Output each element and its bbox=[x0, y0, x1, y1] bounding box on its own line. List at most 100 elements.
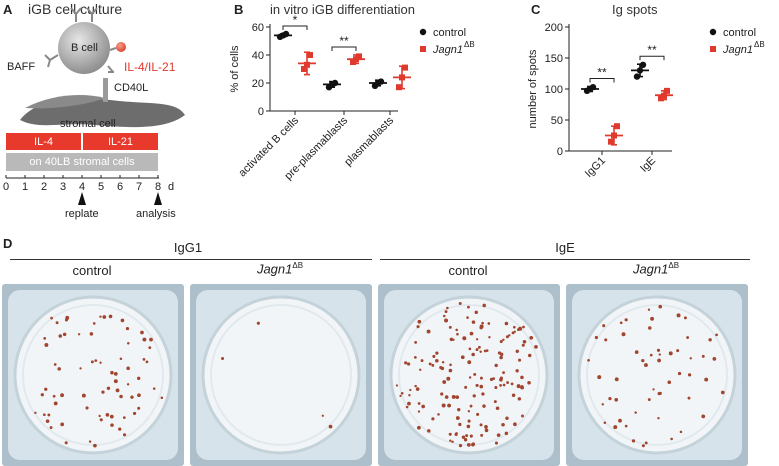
ig-spot bbox=[499, 384, 502, 387]
ig-spot bbox=[511, 331, 515, 335]
ig-spot bbox=[500, 352, 504, 356]
ig-spot bbox=[604, 338, 608, 342]
ig-spot bbox=[428, 362, 432, 366]
ig-spot bbox=[444, 310, 448, 314]
ig-spot bbox=[88, 440, 92, 443]
stromal-label: stromal cell bbox=[60, 118, 116, 130]
y-tick-label: 0 bbox=[557, 146, 563, 158]
ig-spot bbox=[676, 349, 680, 353]
group-ige-line bbox=[380, 259, 750, 260]
ig-spot bbox=[417, 402, 421, 405]
culture-schematic bbox=[5, 7, 185, 205]
ig-spot bbox=[479, 324, 484, 329]
ig-spot bbox=[407, 362, 411, 366]
ig-spot bbox=[494, 441, 498, 445]
legend-marker-knockout bbox=[420, 46, 426, 52]
ig-spot bbox=[113, 379, 118, 384]
group-ige-label: IgE bbox=[555, 240, 575, 255]
y-tick-label: 0 bbox=[258, 106, 264, 118]
ig-spot bbox=[435, 358, 439, 363]
ig-spot bbox=[687, 373, 692, 377]
ig-spot bbox=[79, 367, 82, 370]
ig-spot bbox=[462, 336, 467, 341]
ig-spot bbox=[619, 321, 623, 325]
data-point bbox=[377, 78, 385, 85]
legend-label-sup: ΔB bbox=[754, 40, 765, 49]
ig-spot bbox=[118, 427, 122, 431]
ig-spot bbox=[482, 404, 486, 408]
ig-spot bbox=[119, 357, 123, 360]
panel-c-letter: C bbox=[531, 2, 541, 17]
y-axis-label: % of cells bbox=[229, 45, 241, 93]
ig-spot bbox=[443, 314, 446, 318]
ig-spot bbox=[687, 396, 691, 400]
ig-spot bbox=[518, 326, 523, 331]
ig-spot bbox=[465, 434, 469, 438]
ig-spot bbox=[321, 414, 324, 417]
cd40l-label: CD40L bbox=[114, 82, 149, 94]
ig-spot bbox=[455, 416, 460, 420]
ig-spot bbox=[644, 441, 648, 445]
well-2-label: Jagn1ΔB bbox=[256, 261, 304, 277]
significance-label: * bbox=[293, 13, 298, 27]
ig-spot bbox=[106, 386, 111, 391]
ig-spot bbox=[658, 353, 661, 356]
ig-spot bbox=[452, 338, 455, 341]
chart-c: Ig spots 0 50 100 150 200 number of spots IgG1 I… bbox=[527, 2, 765, 180]
ig-spot bbox=[594, 335, 598, 340]
ig-spot bbox=[44, 343, 49, 347]
ig-spot bbox=[431, 363, 435, 367]
ig-spot bbox=[64, 318, 68, 322]
ig-spot bbox=[414, 340, 418, 344]
ig-spot bbox=[494, 385, 498, 390]
ig-spot bbox=[679, 430, 683, 434]
ig-spot bbox=[43, 336, 47, 340]
ig-spot bbox=[468, 347, 472, 351]
ig-spot bbox=[408, 394, 411, 397]
ig-spot bbox=[518, 358, 522, 362]
ig-spot bbox=[476, 338, 479, 341]
ig-spot bbox=[631, 439, 636, 443]
well-rim bbox=[586, 304, 728, 446]
well-bottom bbox=[201, 295, 361, 455]
timeline-tick-label: 7 bbox=[136, 181, 143, 193]
ig-spot bbox=[444, 318, 449, 323]
well-3-label: control bbox=[448, 263, 488, 278]
ig-spot bbox=[487, 322, 491, 325]
data-point bbox=[614, 123, 620, 130]
ig-spot bbox=[624, 318, 628, 322]
ig-spot bbox=[647, 398, 651, 402]
data-point bbox=[611, 132, 617, 139]
ig-spot bbox=[686, 336, 690, 339]
ig-spot bbox=[704, 377, 709, 382]
ig-spot bbox=[618, 418, 622, 423]
ig-spot bbox=[668, 351, 673, 356]
ig-spot bbox=[513, 422, 517, 427]
ig-spot bbox=[481, 321, 484, 325]
y-tick-label: 50 bbox=[551, 115, 563, 127]
ig-spot bbox=[60, 393, 65, 398]
ig-spot bbox=[521, 414, 524, 418]
y-tick-label: 60 bbox=[252, 22, 264, 34]
ig-spot bbox=[221, 357, 225, 361]
ig-spot bbox=[137, 376, 141, 380]
panel-a-letter: A bbox=[3, 2, 13, 17]
timeline-tick-label: 3 bbox=[60, 181, 67, 193]
ig-spot bbox=[516, 384, 521, 389]
legend-label-sup: ΔB bbox=[464, 40, 475, 49]
ig-spot bbox=[115, 388, 120, 393]
ig-spot bbox=[657, 358, 661, 363]
ig-spot bbox=[44, 387, 48, 391]
ig-spot bbox=[120, 318, 125, 323]
ig-spot bbox=[506, 381, 510, 384]
ig-spot bbox=[77, 333, 81, 336]
ig-spot bbox=[448, 368, 453, 373]
ig-spot bbox=[455, 395, 460, 399]
ig-spot bbox=[475, 348, 479, 352]
replate-arrow bbox=[78, 192, 86, 205]
legend-label-control: control bbox=[723, 27, 756, 39]
well-igg1-control bbox=[2, 284, 184, 466]
ig-spot bbox=[440, 392, 444, 396]
ig-spot bbox=[34, 411, 37, 415]
data-point bbox=[356, 53, 362, 60]
